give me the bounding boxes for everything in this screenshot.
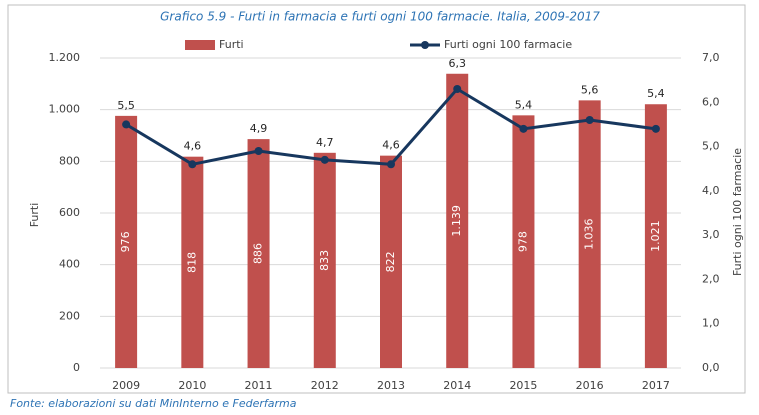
line-point (254, 147, 263, 155)
bar (578, 100, 601, 368)
y2-tick-label: 5,0 (702, 140, 720, 153)
bar-value-label: 1.036 (583, 218, 596, 250)
line-point (651, 124, 660, 133)
line-value-label: 5,4 (647, 87, 665, 100)
line-point (519, 124, 528, 133)
y-tick-label: 600 (59, 206, 80, 219)
bar-value-label: 978 (516, 231, 529, 252)
x-tick-label: 2011 (245, 379, 273, 392)
line-value-label: 5,5 (117, 99, 135, 112)
legend-label: Furti ogni 100 farmacie (444, 38, 572, 51)
x-tick-label: 2017 (642, 379, 670, 392)
bar-value-label: 822 (384, 251, 397, 272)
line-value-label: 4,6 (184, 140, 202, 153)
bar (512, 115, 535, 368)
y2-tick-label: 4,0 (702, 184, 720, 197)
line-point (188, 160, 197, 169)
x-tick-label: 2012 (311, 379, 339, 392)
x-tick-label: 2016 (576, 379, 604, 392)
y-tick-label: 400 (59, 258, 80, 271)
y-tick-label: 800 (59, 154, 80, 167)
bar-value-label: 976 (119, 231, 132, 252)
line-value-label: 4,9 (250, 122, 268, 135)
x-tick-label: 2010 (178, 379, 206, 392)
bar-value-label: 1.139 (450, 205, 463, 237)
line-point (453, 85, 462, 93)
y2-axis-label: Furti ogni 100 farmacie (731, 148, 744, 276)
y2-tick-label: 0,0 (702, 361, 720, 374)
y2-tick-label: 1,0 (702, 317, 720, 330)
line-point (320, 155, 329, 164)
y-axis-label: Furti (28, 203, 41, 228)
y2-tick-label: 6,0 (702, 95, 720, 108)
y-tick-label: 1.000 (49, 103, 81, 116)
line-point (387, 160, 395, 169)
y2-tick-label: 2,0 (702, 272, 720, 285)
line-point (585, 116, 594, 124)
bar (313, 152, 336, 368)
bar-value-label: 818 (185, 252, 198, 273)
bar (446, 73, 469, 368)
line-value-label: 6,3 (448, 57, 466, 70)
bar-value-label: 1.021 (649, 220, 662, 252)
x-tick-label: 2013 (377, 379, 405, 392)
legend-swatch (185, 40, 215, 50)
y-tick-label: 1.200 (49, 51, 81, 64)
bar (115, 115, 138, 368)
chart-title: Grafico 5.9 - Furti in farmacia e furti … (160, 10, 600, 24)
line-value-label: 4,7 (316, 136, 334, 149)
bar-value-label: 833 (318, 250, 331, 271)
bar (644, 104, 667, 368)
y-tick-label: 0 (73, 361, 80, 374)
legend-label: Furti (219, 38, 244, 51)
x-tick-label: 2014 (443, 379, 471, 392)
line-value-label: 5,4 (515, 98, 533, 111)
line-value-label: 4,6 (382, 139, 400, 152)
line-point (122, 120, 131, 129)
y-tick-label: 200 (59, 309, 80, 322)
x-tick-label: 2015 (509, 379, 537, 392)
source-note: Fonte: elaborazioni su dati MinInterno e… (10, 397, 297, 410)
bar (380, 155, 402, 368)
y2-tick-label: 7,0 (702, 51, 720, 64)
bar (181, 156, 204, 368)
x-tick-label: 2009 (112, 379, 140, 392)
legend-swatch (421, 41, 429, 49)
bar (247, 139, 270, 368)
bar-value-label: 886 (252, 243, 265, 264)
y2-tick-label: 3,0 (702, 228, 720, 241)
line-value-label: 5,6 (581, 83, 599, 96)
